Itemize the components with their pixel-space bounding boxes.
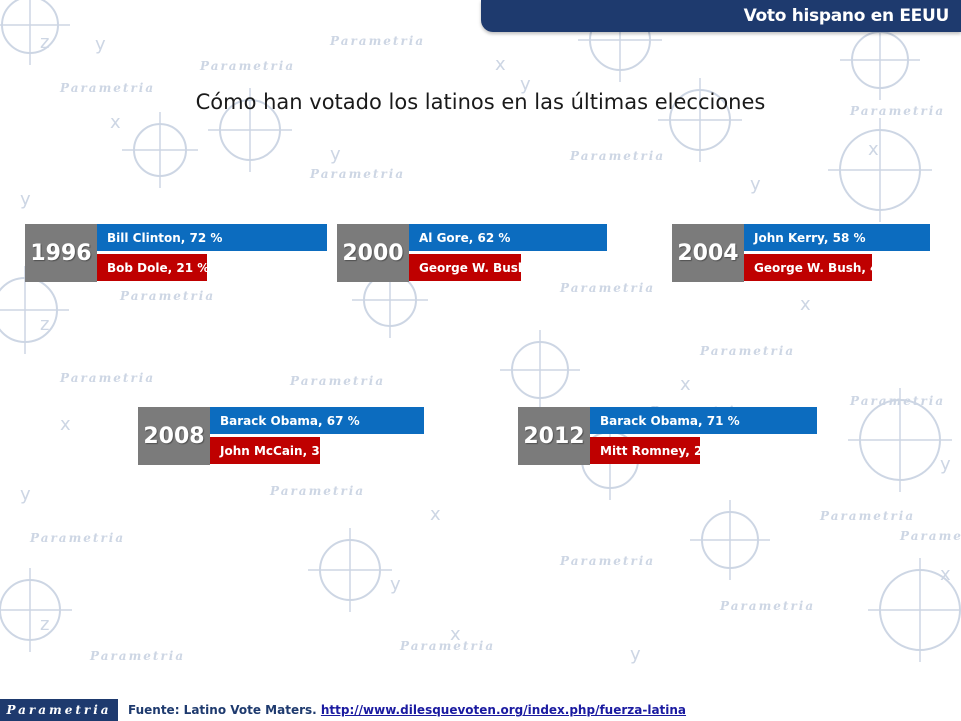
svg-text:x: x [450,624,461,645]
header-bar: Voto hispano en EEUU [481,0,961,32]
year-label: 2000 [337,224,409,282]
republican-bar: George W. Bush, 35 % [409,254,568,281]
republican-bar: Bob Dole, 21 % [97,254,209,281]
year-label: 2008 [138,407,210,465]
svg-text:Parametria: Parametria [59,81,155,95]
svg-text:z: z [40,614,49,635]
svg-text:Parametria: Parametria [289,374,385,388]
svg-text:Parametria: Parametria [399,639,495,653]
svg-text:Parametria: Parametria [59,371,155,385]
svg-text:y: y [95,34,106,55]
svg-text:Parametria: Parametria [849,104,945,118]
svg-text:y: y [330,144,341,165]
svg-text:Parametria: Parametria [569,149,665,163]
source-link[interactable]: http://www.dilesquevoten.org/index.php/f… [320,703,687,717]
svg-text:x: x [940,564,951,585]
svg-text:y: y [750,174,761,195]
republican-bar: George W. Bush, 40 % [744,254,903,281]
svg-text:y: y [20,484,31,505]
svg-text:Parametria: Parametria [559,281,655,295]
democrat-bar: Al Gore, 62 % [409,224,607,251]
year-label: 2004 [672,224,744,282]
svg-text:Parametria: Parametria [29,531,125,545]
footer-source: Fuente: Latino Vote Maters. http://www.d… [128,703,686,717]
svg-text:x: x [495,54,506,75]
svg-text:Parametria: Parametria [119,289,215,303]
svg-text:Parametria: Parametria [899,529,961,543]
svg-text:y: y [520,74,531,95]
parametria-logo: Parametria [0,699,118,721]
svg-text:Parametria: Parametria [329,34,425,48]
svg-text:Parametria: Parametria [199,59,295,73]
svg-text:y: y [940,454,951,475]
svg-text:x: x [60,414,71,435]
svg-text:x: x [430,504,441,525]
svg-text:x: x [110,112,121,133]
svg-text:y: y [20,189,31,210]
svg-text:y: y [390,574,401,595]
svg-text:Parametria: Parametria [269,484,365,498]
year-label: 2012 [518,407,590,465]
svg-text:Parametria: Parametria [819,509,915,523]
svg-text:Parametria: Parametria [559,554,655,568]
democrat-bar: Barack Obama, 71 % [590,407,817,434]
svg-text:x: x [800,294,811,315]
svg-text:z: z [40,314,49,335]
source-label: Fuente: Latino Vote Maters. [128,703,317,717]
svg-text:Parametria: Parametria [719,599,815,613]
republican-bar: Mitt Romney, 27 % [590,437,727,464]
svg-text:z: z [40,32,49,53]
democrat-bar: Barack Obama, 67 % [210,407,424,434]
republican-bar: John McCain, 31 % [210,437,344,464]
header-title: Voto hispano en EEUU [743,6,950,26]
year-label: 1996 [25,224,97,282]
svg-text:Parametria: Parametria [309,167,405,181]
democrat-bar: John Kerry, 58 % [744,224,930,251]
svg-text:x: x [680,374,691,395]
svg-text:Parametria: Parametria [699,344,795,358]
page-title: Cómo han votado los latinos en las últim… [195,90,766,114]
svg-text:Parametria: Parametria [89,649,185,663]
svg-text:x: x [868,139,879,160]
svg-text:y: y [630,644,641,665]
democrat-bar: Bill Clinton, 72 % [97,224,327,251]
